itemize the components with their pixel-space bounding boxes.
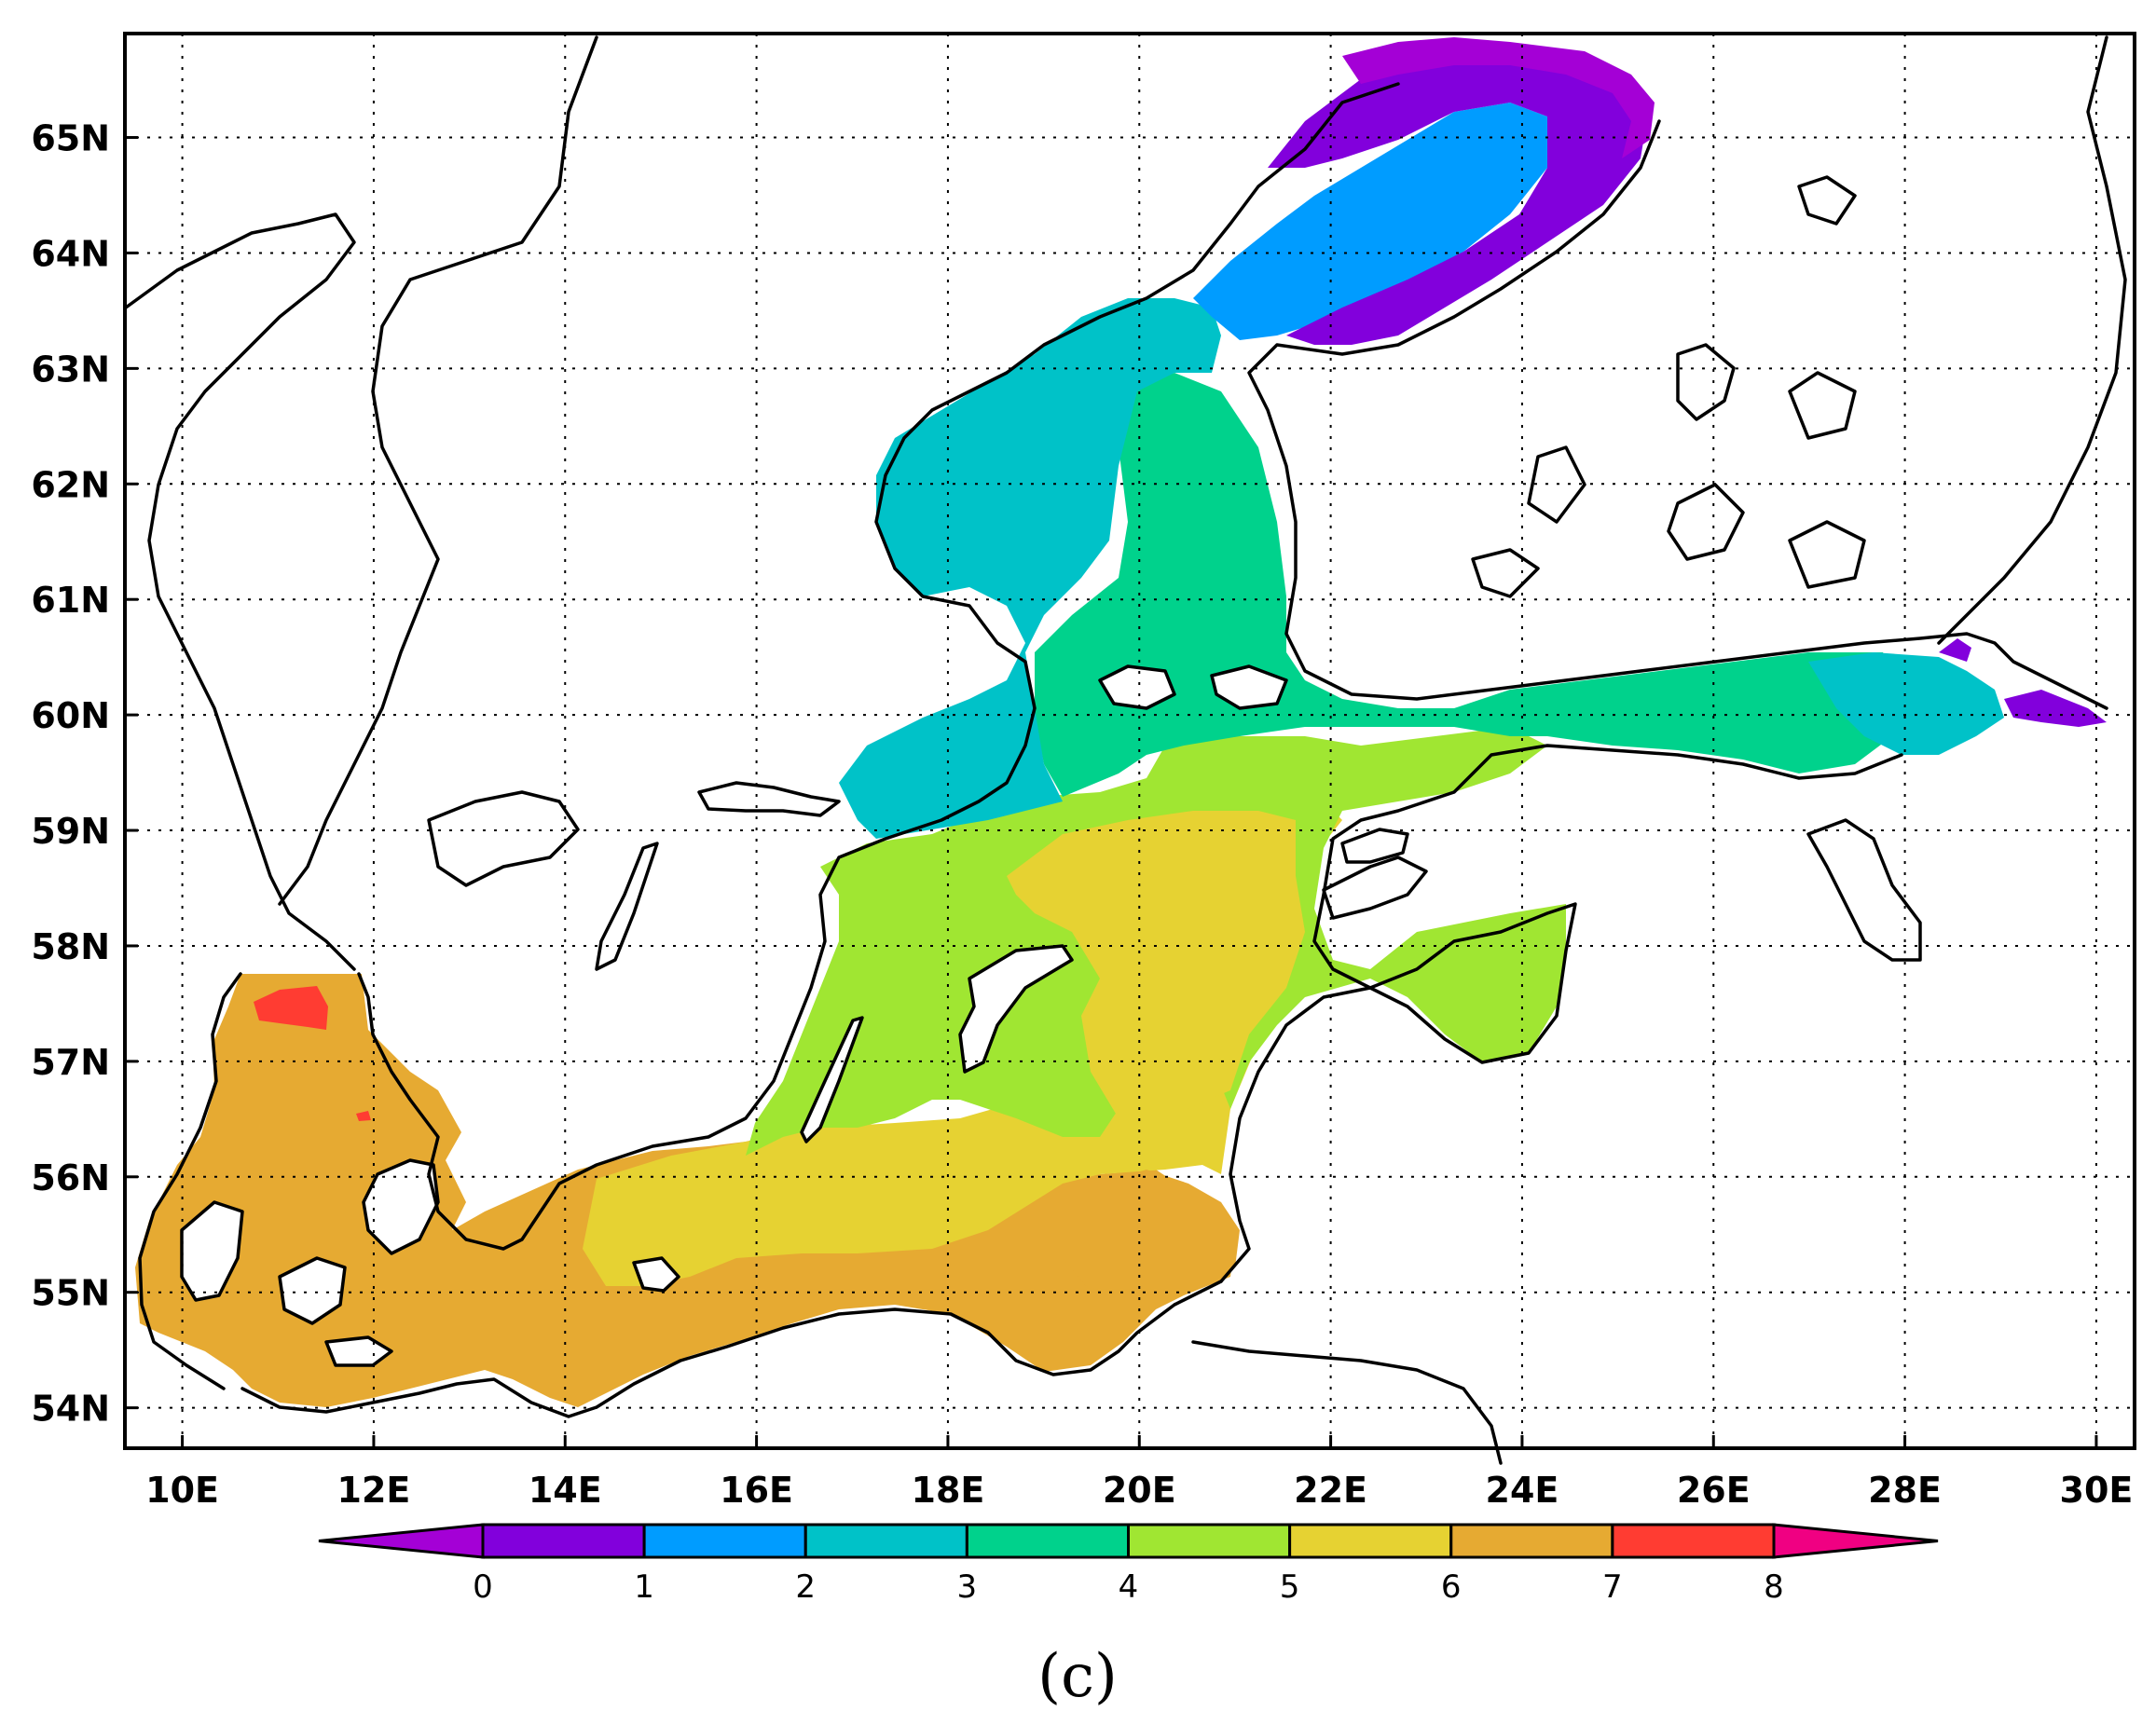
region-blue (1193, 103, 1547, 340)
lat-label: 61N (31, 580, 110, 621)
colorbar-tick-label: 0 (473, 1568, 493, 1606)
lake-vattern (595, 842, 659, 971)
lon-label: 10E (145, 1470, 219, 1511)
lat-label: 57N (31, 1042, 110, 1083)
map-frame (123, 32, 2136, 1450)
colorbar-segment (965, 1523, 1130, 1559)
colorbar-segment (1449, 1523, 1614, 1559)
lat-label: 65N (31, 118, 110, 159)
sea-field (135, 37, 2107, 1407)
lake-vanern (427, 790, 580, 887)
jutland-coast (138, 972, 242, 1390)
finland-russia-border (1937, 35, 2127, 645)
finland-coast (1247, 119, 2108, 710)
lat-label: 63N (31, 349, 110, 390)
zealand-island (362, 1158, 440, 1255)
lat-label: 54N (31, 1389, 110, 1430)
colorbar-segment (481, 1523, 646, 1559)
saaremaa-island (1322, 856, 1428, 920)
lat-label: 58N (31, 926, 110, 967)
lat-label: 59N (31, 811, 110, 852)
region-purple-light (1342, 37, 1655, 158)
colorbar-under-arrow (318, 1523, 485, 1559)
colorbar-tick-label: 3 (957, 1568, 978, 1606)
lat-label: 62N (31, 464, 110, 505)
longitude-labels: 10E 12E 14E 16E 18E 20E 22E 24E 26E 28E 30E (145, 1470, 2133, 1511)
colorbar-segment (1611, 1523, 1776, 1559)
region-cyan-east (1808, 652, 2004, 755)
region-purple-east (2004, 690, 2107, 727)
lolland-island (324, 1335, 393, 1367)
colorbar-tick-label: 5 (1280, 1568, 1300, 1606)
coastlines (124, 35, 2127, 1465)
region-purple-ne (1939, 638, 1971, 662)
region-cyan (839, 298, 1221, 839)
region-purple (1268, 47, 1650, 345)
aland-islands (1098, 664, 1176, 710)
oland-island (800, 1016, 864, 1143)
region-yellow-tongue (1007, 811, 1305, 1118)
colorbar-tick-label: 6 (1441, 1568, 1462, 1606)
lon-label: 24E (1486, 1470, 1559, 1511)
sweden-norway-border (278, 35, 598, 906)
panel-label: (c) (1037, 1642, 1118, 1711)
region-red-small (356, 1111, 371, 1121)
lon-label: 20E (1103, 1470, 1176, 1511)
norway-coast (124, 212, 356, 971)
baltics-coast (1219, 744, 1903, 1283)
colorbar-segment (642, 1523, 807, 1559)
graticule (125, 34, 2135, 1448)
sweden-coast (357, 82, 1400, 1251)
lon-label: 12E (337, 1470, 411, 1511)
colorbar-tick-label: 2 (795, 1568, 816, 1606)
lon-label: 18E (912, 1470, 985, 1511)
border-south (1191, 1340, 1503, 1465)
lon-label: 26E (1677, 1470, 1751, 1511)
latitude-labels: 54N 55N 56N 57N 58N 59N 60N 61N 62N 63N 64N 65N (31, 118, 110, 1430)
finnish-lakes (1471, 175, 1866, 598)
lon-label: 14E (529, 1470, 602, 1511)
colorbar-segment (1127, 1523, 1292, 1559)
colorbar-segment (803, 1523, 968, 1559)
region-red (254, 986, 328, 1030)
colorbar-tick-label: 4 (1119, 1568, 1139, 1606)
lake-ladoga (1806, 818, 1922, 962)
colorbar-segment (1288, 1523, 1453, 1559)
turku-archipelago (1210, 664, 1288, 710)
lat-label: 64N (31, 233, 110, 274)
gotland-island (958, 944, 1074, 1074)
lat-label: 60N (31, 695, 110, 736)
lon-label: 30E (2060, 1470, 2134, 1511)
lake-malaren (697, 781, 841, 817)
lon-label: 28E (1868, 1470, 1942, 1511)
islands (180, 664, 1428, 1367)
jutland-east-land (180, 1200, 244, 1302)
colorbar-tick-label: 8 (1764, 1568, 1784, 1606)
funen-island (278, 1256, 347, 1325)
lon-label: 16E (720, 1470, 793, 1511)
region-orange-east (1063, 1170, 1240, 1300)
south-coast (240, 1280, 1223, 1418)
lon-label: 22E (1294, 1470, 1367, 1511)
hiiumaa-island (1340, 828, 1409, 864)
lat-label: 56N (31, 1157, 110, 1198)
colorbar: 0 1 2 3 4 5 6 7 8 (318, 1523, 1939, 1606)
colorbar-tick-label: 1 (634, 1568, 654, 1606)
bornholm-island (632, 1256, 680, 1293)
colorbar-tick-label: 7 (1602, 1568, 1623, 1606)
lat-label: 55N (31, 1273, 110, 1314)
colorbar-over-arrow (1772, 1523, 1939, 1559)
